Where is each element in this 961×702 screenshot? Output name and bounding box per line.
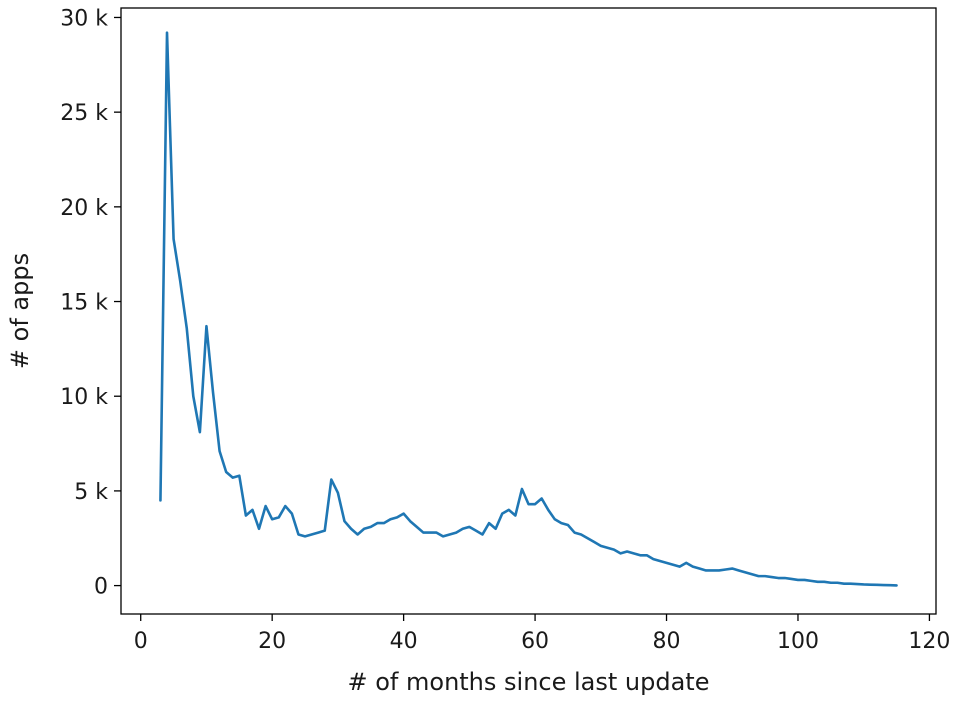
y-tick-label: 25 k [60, 101, 108, 126]
x-tick-label: 0 [134, 629, 148, 654]
y-tick-label: 15 k [60, 291, 108, 316]
series-line [159, 31, 898, 587]
y-tick-label: 0 [94, 575, 108, 600]
plot-frame [120, 7, 937, 615]
x-tick-label: 120 [908, 629, 950, 654]
x-axis-title: # of months since last update [348, 668, 710, 696]
x-tick-label: 80 [653, 629, 681, 654]
y-tick-label: 30 k [60, 6, 108, 31]
x-tick-label: 40 [390, 629, 418, 654]
tick-layer: 0 20 40 60 80 100 120 0 5 k 10 k 15 k 20 k 25 k 30 k [60, 6, 950, 654]
y-tick-label: 20 k [60, 196, 108, 221]
x-tick-label: 20 [258, 629, 286, 654]
y-axis-title: # of apps [6, 253, 34, 369]
y-tick-label: 5 k [74, 480, 108, 505]
x-tick-label: 100 [777, 629, 819, 654]
x-tick-label: 60 [521, 629, 549, 654]
y-tick-label: 10 k [60, 385, 108, 410]
